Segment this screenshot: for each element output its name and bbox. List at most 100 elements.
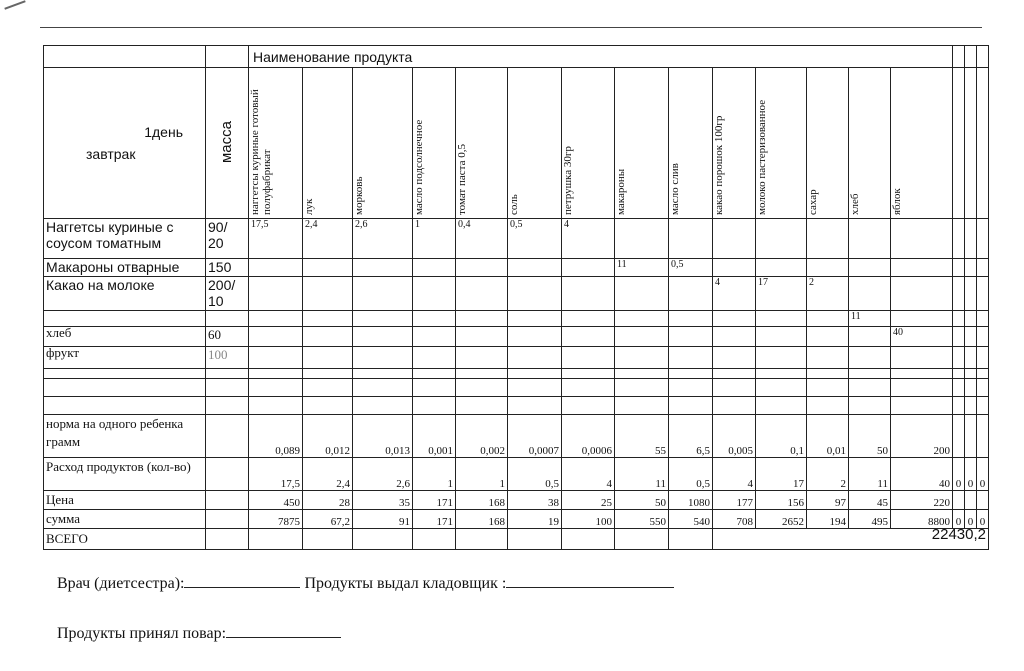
total-label: ВСЕГО	[43, 528, 206, 550]
quantity-cell	[964, 258, 977, 277]
quantity-cell	[952, 218, 965, 259]
dish-name: Наггетсы куриные с соусом томатным	[43, 218, 206, 259]
empty-cell	[455, 378, 508, 397]
empty-cell	[755, 368, 807, 379]
product-group-title: Наименование продукта	[248, 45, 953, 68]
quantity-cell	[302, 310, 353, 327]
mass-top-cell	[205, 45, 249, 68]
product-name: лук	[303, 198, 316, 215]
extra-col	[976, 45, 989, 68]
product-header: масло слив	[668, 67, 713, 219]
empty-cell	[806, 378, 849, 397]
quantity-cell	[302, 258, 353, 277]
quantity-cell: 4	[561, 218, 615, 259]
summary-value	[952, 490, 965, 510]
summary-value: 0,0006	[561, 414, 615, 458]
product-name: масло подсолнечное	[413, 119, 426, 215]
empty-cell	[976, 378, 989, 397]
quantity-cell: 0,5	[507, 218, 562, 259]
quantity-cell	[952, 346, 965, 369]
empty-cell	[43, 396, 206, 415]
empty-cell	[890, 396, 953, 415]
storekeeper-signature-line	[506, 573, 675, 588]
summary-value: 2	[806, 457, 849, 491]
quantity-cell	[952, 276, 965, 311]
summary-value: 97	[806, 490, 849, 510]
product-header: яблок	[890, 67, 953, 219]
summary-value: 0	[952, 509, 965, 529]
summary-value: 168	[455, 509, 508, 529]
quantity-cell	[848, 346, 891, 369]
quantity-cell	[890, 258, 953, 277]
dish-row: Какао на молоке 200/ 10 4 17 2	[43, 276, 989, 311]
dish-name: Макароны отварные	[43, 258, 206, 277]
doctor-signature: Врач (диетсестра): Продукты выдал кладов…	[57, 573, 675, 593]
summary-value: 2,6	[352, 457, 413, 491]
empty-cell	[668, 378, 713, 397]
summary-value: 40	[890, 457, 953, 491]
empty-cell	[248, 378, 303, 397]
quantity-cell: 17,5	[248, 218, 303, 259]
extra-col	[964, 45, 977, 68]
summary-value: 177	[712, 490, 756, 510]
summary-value: 4	[712, 457, 756, 491]
summary-value: 200	[890, 414, 953, 458]
empty-cell	[248, 368, 303, 379]
product-name: петрушка 30гр	[562, 146, 575, 215]
quantity-cell	[614, 326, 669, 347]
extra-col	[964, 67, 977, 219]
doctor-label: Врач (диетсестра):	[57, 575, 185, 592]
quantity-cell	[964, 326, 977, 347]
product-header: какао порошок 100гр	[712, 67, 756, 219]
quantity-cell	[848, 276, 891, 311]
day-meal-header: 1день завтрак	[43, 67, 206, 219]
dish-mass: 60	[205, 326, 249, 347]
product-header: морковь	[352, 67, 413, 219]
quantity-cell: 11	[848, 310, 891, 327]
empty-cell	[964, 396, 977, 415]
quantity-cell: 2,6	[352, 218, 413, 259]
summary-value: 35	[352, 490, 413, 510]
dish-name: хлеб	[43, 326, 206, 347]
empty-cell	[248, 528, 303, 550]
empty-cell	[952, 368, 965, 379]
summary-value: 0,5	[668, 457, 713, 491]
quantity-cell	[952, 258, 965, 277]
top-rule	[40, 27, 982, 28]
quantity-cell	[614, 218, 669, 259]
quantity-cell	[248, 346, 303, 369]
empty-cell	[507, 368, 562, 379]
summary-value: 708	[712, 509, 756, 529]
empty-cell	[352, 528, 413, 550]
product-header: петрушка 30гр	[561, 67, 615, 219]
dish-name: фрукт	[43, 346, 206, 369]
empty-cell	[561, 528, 615, 550]
empty-cell	[952, 396, 965, 415]
quantity-cell	[806, 218, 849, 259]
empty-cell	[848, 368, 891, 379]
quantity-cell	[412, 310, 456, 327]
summary-value: 11	[848, 457, 891, 491]
summary-value: 0	[952, 457, 965, 491]
quantity-cell	[964, 218, 977, 259]
summary-value: 450	[248, 490, 303, 510]
quantity-cell	[755, 310, 807, 327]
mass-header: масса	[205, 67, 249, 219]
summary-row: Расход продуктов (кол-во) 17,5 2,4 2,6 1 1 0,5…	[43, 457, 989, 491]
quantity-cell	[412, 326, 456, 347]
summary-value: 0,013	[352, 414, 413, 458]
empty-cell	[455, 368, 508, 379]
quantity-cell	[976, 346, 989, 369]
dish-row: Макароны отварные 150 11 0,5	[43, 258, 989, 277]
empty-cell	[43, 368, 206, 379]
quantity-cell	[302, 276, 353, 311]
empty-cell	[248, 396, 303, 415]
quantity-cell	[455, 276, 508, 311]
empty-cell	[412, 378, 456, 397]
summary-row: сумма 7875 67,2 91 171 168 19 100 550 540 708 2652 1…	[43, 509, 989, 529]
summary-value: 0,5	[507, 457, 562, 491]
summary-value: 171	[412, 490, 456, 510]
quantity-cell: 17	[755, 276, 807, 311]
quantity-cell	[755, 346, 807, 369]
empty-cell	[964, 378, 977, 397]
